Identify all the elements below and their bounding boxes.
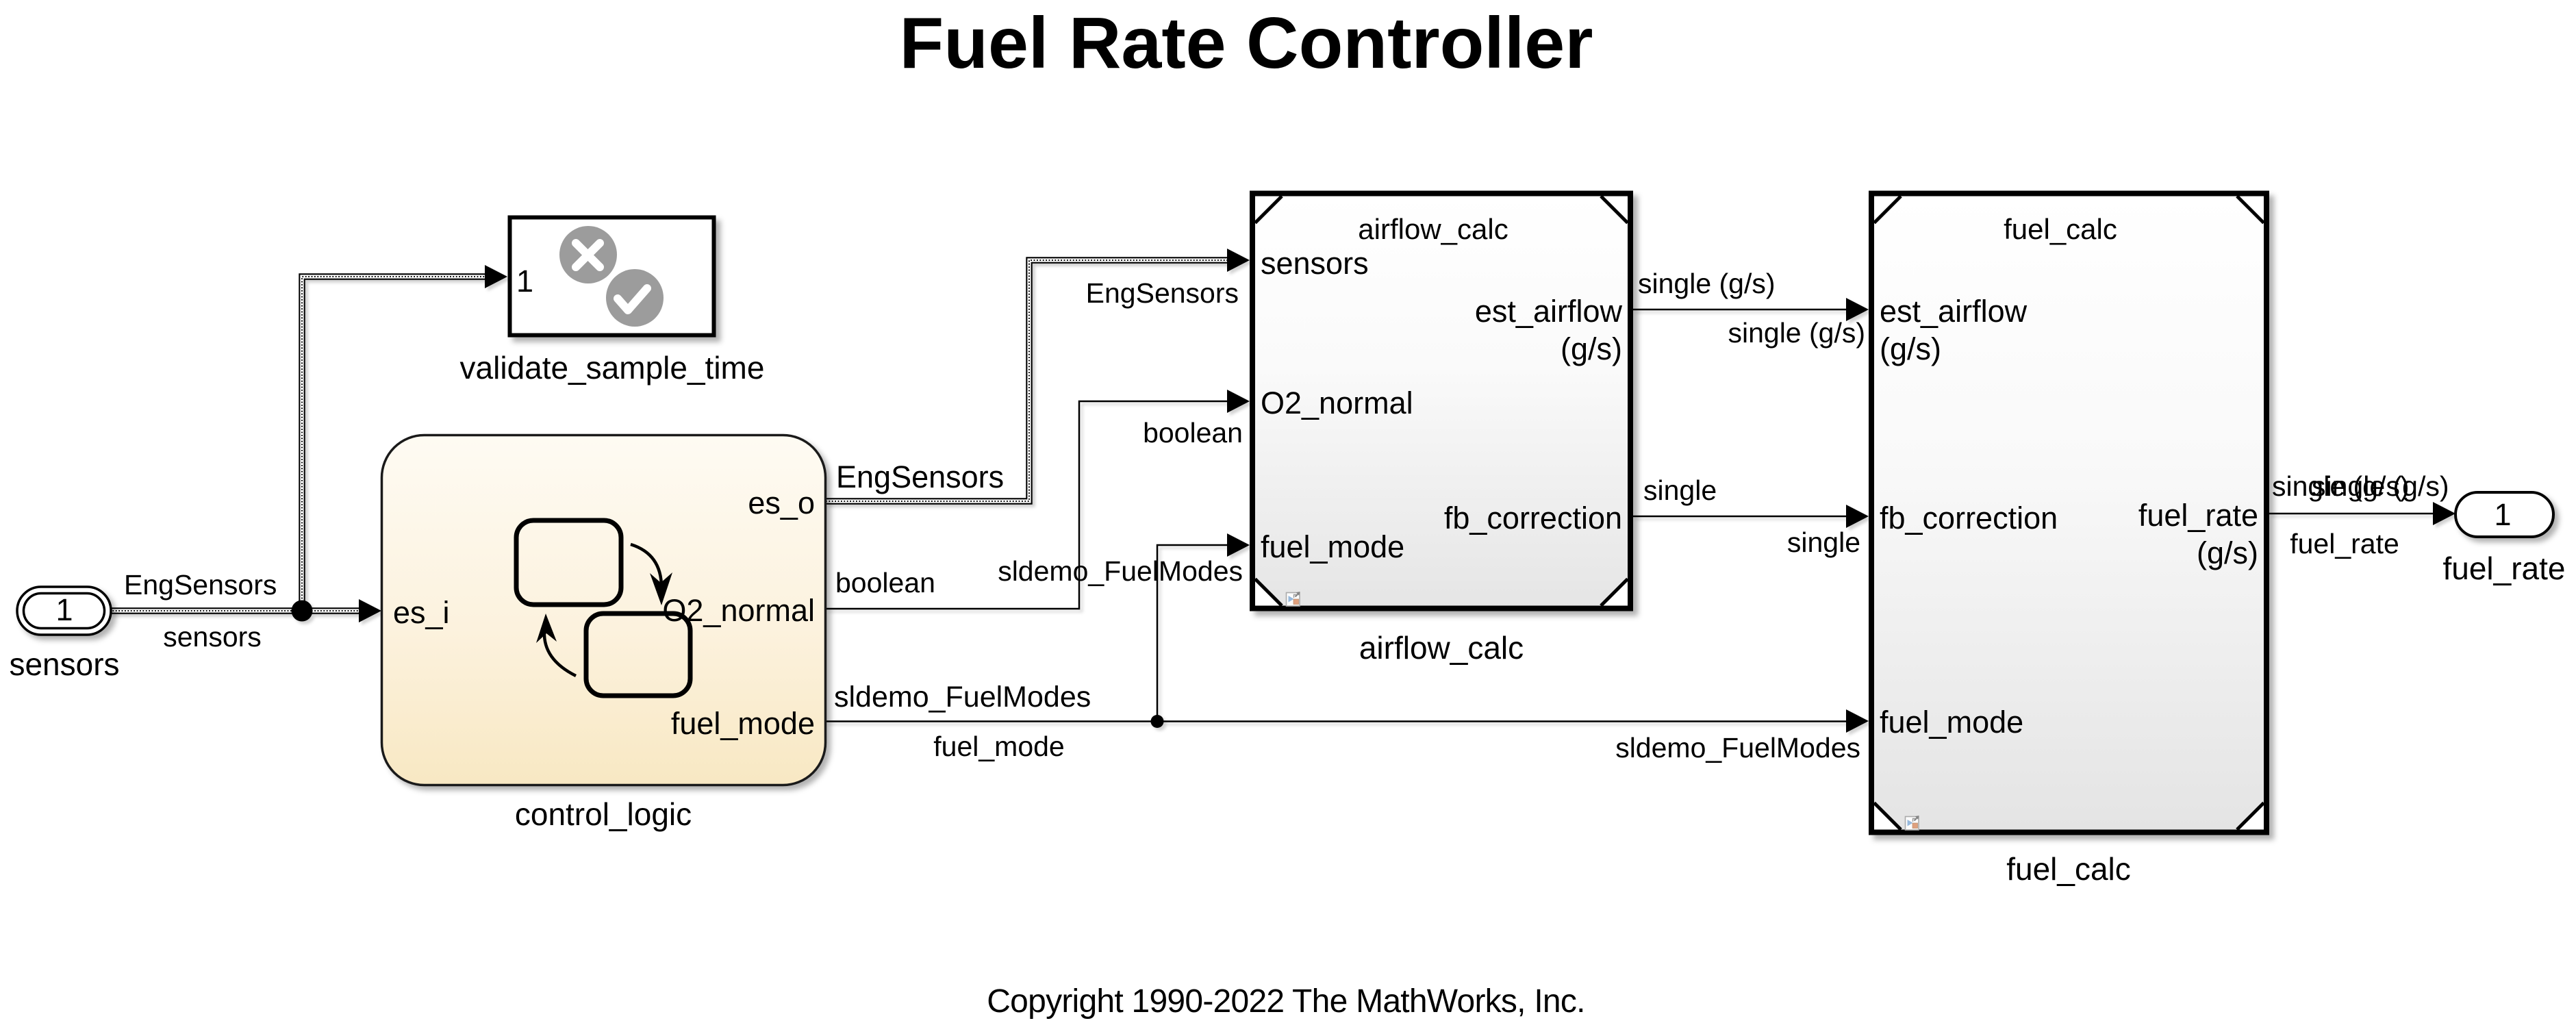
svg-text:(g/s): (g/s) — [1561, 331, 1622, 366]
svg-text:fuel_calc: fuel_calc — [2004, 213, 2117, 245]
svg-text:airflow_calc: airflow_calc — [1359, 630, 1524, 666]
svg-text:O2_normal: O2_normal — [662, 593, 815, 628]
svg-text:Fuel Rate Controller: Fuel Rate Controller — [899, 3, 1593, 84]
svg-text:O2_normal: O2_normal — [1261, 386, 1413, 420]
svg-text:fb_correction: fb_correction — [1880, 501, 2058, 535]
svg-text:fb_correction: fb_correction — [1444, 501, 1622, 535]
svg-text:fuel_mode: fuel_mode — [933, 731, 1064, 762]
svg-text:fuel_rate: fuel_rate — [2138, 498, 2258, 533]
svg-text:single (g/s): single (g/s) — [1638, 268, 1776, 299]
svg-text:sensors: sensors — [163, 621, 262, 653]
svg-text:fuel_mode: fuel_mode — [1261, 529, 1404, 564]
svg-text:single: single — [1643, 475, 1717, 506]
svg-text:est_airflow: est_airflow — [1475, 294, 1623, 329]
svg-text:single (g/s): single (g/s) — [2272, 470, 2410, 502]
svg-text:sldemo_FuelModes: sldemo_FuelModes — [1615, 732, 1860, 763]
svg-text:es_i: es_i — [393, 595, 450, 630]
svg-text:1: 1 — [516, 264, 533, 299]
svg-text:sldemo_FuelModes: sldemo_FuelModes — [834, 681, 1091, 713]
svg-text:EngSensors: EngSensors — [836, 459, 1004, 494]
svg-text:single (g/s): single (g/s) — [1728, 317, 1865, 349]
svg-text:Copyright 1990-2022 The MathWo: Copyright 1990-2022 The MathWorks, Inc. — [987, 983, 1584, 1020]
svg-text:fuel_mode: fuel_mode — [671, 706, 815, 741]
svg-text:control_logic: control_logic — [515, 796, 692, 832]
svg-text:single: single — [1787, 527, 1860, 558]
svg-text:airflow_calc: airflow_calc — [1358, 213, 1508, 245]
svg-text:single (g/s): single (g/s) — [2312, 470, 2449, 502]
svg-text:validate_sample_time: validate_sample_time — [460, 350, 765, 386]
svg-text:fuel_rate: fuel_rate — [2290, 528, 2399, 559]
svg-text:est_airflow: est_airflow — [1880, 294, 2028, 329]
svg-text:boolean: boolean — [1143, 417, 1243, 449]
svg-text:EngSensors: EngSensors — [1086, 277, 1239, 309]
svg-text:boolean: boolean — [835, 567, 935, 598]
svg-text:es_o: es_o — [748, 485, 815, 520]
svg-text:sensors: sensors — [1261, 246, 1369, 281]
svg-text:sldemo_FuelModes: sldemo_FuelModes — [998, 555, 1243, 587]
svg-text:(g/s): (g/s) — [2197, 535, 2258, 570]
svg-text:fuel_calc: fuel_calc — [2006, 851, 2131, 887]
svg-text:fuel_mode: fuel_mode — [1880, 705, 2023, 740]
svg-text:EngSensors: EngSensors — [124, 569, 277, 601]
svg-text:1: 1 — [55, 592, 73, 627]
svg-text:(g/s): (g/s) — [1880, 331, 1941, 366]
svg-text:sensors: sensors — [9, 646, 119, 682]
svg-text:1: 1 — [2494, 497, 2511, 532]
svg-text:fuel_rate: fuel_rate — [2442, 551, 2565, 586]
